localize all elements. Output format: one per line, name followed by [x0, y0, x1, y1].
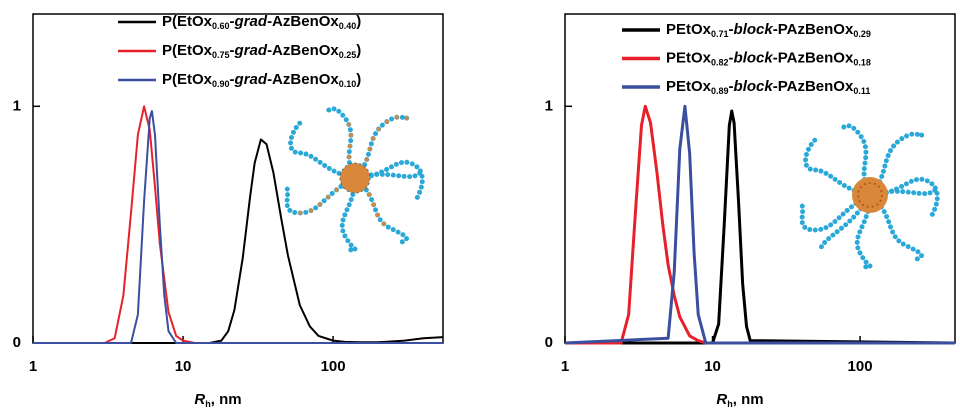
x-tick-label: 1 [561, 358, 569, 375]
x-tick-label: 100 [321, 358, 346, 375]
legend-label: PEtOx0.82-block-PAzBenOx0.18 [666, 49, 871, 67]
x-axis-label: Rh, nm [194, 391, 241, 409]
legend-label: P(EtOx0.75-grad-AzBenOx0.25) [162, 42, 361, 60]
x-tick-label: 10 [704, 358, 721, 375]
legend-label: PEtOx0.89-block-PAzBenOx0.11 [666, 78, 870, 96]
y-tick-label: 1 [13, 97, 21, 114]
data-line [565, 104, 955, 345]
y-tick-label: 0 [13, 334, 21, 351]
data-line [564, 104, 955, 345]
legend-label: PEtOx0.71-block-PAzBenOx0.29 [666, 21, 871, 39]
x-tick-label: 10 [175, 358, 192, 375]
legend-label: P(EtOx0.60-grad-AzBenOx0.40) [162, 13, 361, 31]
x-axis-label: Rh, nm [716, 391, 763, 409]
x-tick-label: 1 [29, 358, 37, 375]
data-line [33, 110, 443, 344]
data-line [565, 109, 956, 345]
micelle-illustration [799, 122, 940, 270]
y-tick-label: 0 [545, 334, 553, 351]
legend-label: P(EtOx0.90-grad-AzBenOx0.10) [162, 71, 361, 89]
micelle-illustration [284, 105, 425, 253]
x-tick-label: 100 [848, 358, 873, 375]
y-tick-label: 1 [545, 97, 553, 114]
